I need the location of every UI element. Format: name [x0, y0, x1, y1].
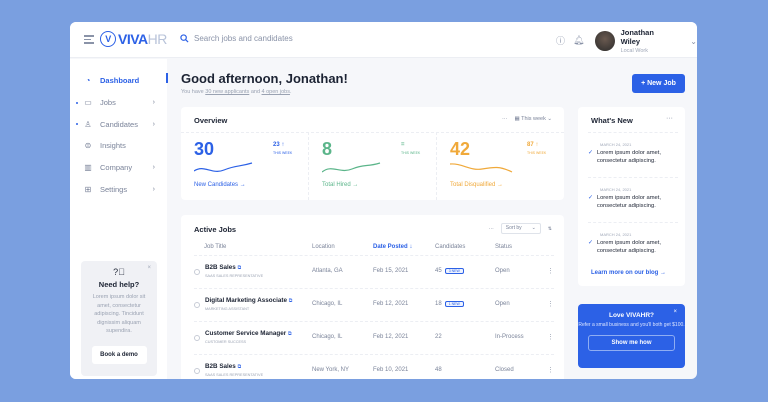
table-row[interactable]: Digital Marketing Associate ⧉ MARKETING … — [194, 288, 554, 321]
sliders-icon: ⊞ — [84, 184, 92, 194]
chevron-down-icon: ⌄ — [690, 36, 697, 46]
sidebar-item-insights[interactable]: ⊜ Insights — [84, 141, 126, 151]
page-subtitle: You have 30 new applicants and 4 open jo… — [181, 89, 292, 95]
applicants-link[interactable]: 30 new applicants — [205, 89, 250, 95]
col-candidates[interactable]: Candidates — [435, 244, 466, 250]
chevron-right-icon: › — [152, 185, 155, 193]
more-icon[interactable]: ··· — [666, 115, 673, 122]
sort-order-icon[interactable]: ⇅ — [547, 225, 552, 232]
table-row[interactable]: B2B Sales ⧉ SAAS SALES REPRESENTATIVE Ne… — [194, 354, 554, 379]
sidebar-item-jobs[interactable]: ▭ Jobs › — [76, 92, 163, 114]
kebab-icon[interactable]: ⋮ — [547, 301, 554, 308]
bell-icon[interactable]: 🔔︎ — [573, 35, 585, 45]
active-indicator — [166, 73, 168, 83]
more-icon[interactable]: ··· — [488, 225, 494, 232]
help-icon[interactable]: ⓘ — [556, 36, 566, 46]
active-jobs-card: Active Jobs ··· Sort by ⌄ ⇅ Job Title Locat… — [181, 215, 564, 379]
menu-icon[interactable] — [84, 35, 94, 46]
check-icon: ✓ — [588, 150, 593, 156]
show-me-how-button[interactable]: Show me how — [588, 334, 675, 351]
blog-link[interactable]: Learn more on our blog → — [591, 270, 667, 276]
kebab-icon[interactable]: ⋮ — [547, 367, 554, 374]
col-date-posted[interactable]: Date Posted ↓ — [373, 244, 413, 250]
news-item[interactable]: MARCH 24, 2021 ✓ Lorem ipsum dolor amet, c… — [588, 132, 678, 165]
sidebar: ◔ Dashboard ▭ Jobs › ♙ Candidates › ⊜ Insights… — [70, 59, 167, 379]
gauge-icon: ◔ — [85, 76, 91, 86]
table-row[interactable]: B2B Sales ⧉ SAAS SALES REPRESENTATIVE At… — [194, 255, 554, 288]
col-status[interactable]: Status — [495, 244, 513, 250]
row-radio[interactable] — [194, 335, 200, 341]
top-bar: V VIVA HR Search jobs and candidates ⓘ 🔔︎ J… — [70, 22, 697, 58]
row-radio[interactable] — [194, 302, 200, 308]
external-link-icon: ⧉ — [288, 298, 293, 304]
new-badge: 3 NEW — [444, 268, 464, 274]
new-candidates-link[interactable]: New Candidates → — [194, 182, 246, 188]
total-disqualified-link[interactable]: Total Disqualified → — [450, 182, 504, 188]
whats-new-card: What's New ··· MARCH 24, 2021 ✓ Lorem ipsu… — [578, 107, 685, 286]
sidebar-item-settings[interactable]: ⊞ Settings › — [84, 184, 155, 194]
close-icon[interactable]: × — [147, 265, 151, 271]
sparkline — [450, 163, 513, 173]
chevron-right-icon: › — [152, 164, 155, 172]
sparkline — [194, 162, 253, 172]
kebab-icon[interactable]: ⋮ — [547, 334, 554, 341]
stat-total-hired: 8 = THIS WEEK Total Hired → — [309, 132, 437, 200]
logo[interactable]: V VIVA HR — [100, 31, 167, 47]
col-job-title[interactable]: Job Title — [204, 244, 227, 250]
kebab-icon[interactable]: ⋮ — [547, 268, 554, 275]
referral-card: × Love VIVAHR? Refer a small business an… — [578, 304, 685, 368]
news-item[interactable]: MARCH 24, 2021 ✓ Lorem ipsum dolor amet, c… — [588, 177, 678, 210]
external-link-icon: ⧉ — [287, 331, 292, 337]
search-input[interactable]: Search jobs and candidates — [180, 34, 293, 43]
sidebar-item-candidates[interactable]: ♙ Candidates › — [76, 113, 163, 135]
open-jobs-link[interactable]: 4 open jobs — [261, 89, 290, 95]
new-job-button[interactable]: + New Job — [632, 74, 685, 93]
sidebar-item-dashboard[interactable]: ◔ Dashboard — [83, 70, 163, 92]
sidebar-item-company[interactable]: ▥ Company › — [84, 163, 155, 173]
building-icon: ▥ — [84, 163, 92, 173]
range-select[interactable]: ▦ This week ⌄ — [514, 116, 552, 122]
total-hired-link[interactable]: Total Hired → — [322, 182, 359, 188]
app-window: V VIVA HR Search jobs and candidates ⓘ 🔔︎ J… — [70, 22, 697, 379]
close-icon[interactable]: × — [673, 309, 677, 315]
chevron-right-icon: › — [152, 120, 155, 128]
sort-select[interactable]: Sort by ⌄ — [500, 223, 541, 234]
briefcase-icon: ▭ — [84, 98, 92, 108]
search-icon — [180, 34, 189, 43]
more-icon[interactable]: ··· — [501, 116, 508, 122]
new-badge: 1 NEW — [444, 301, 464, 307]
user-menu[interactable]: Jonathan Wiley Local Work ⌄ — [595, 28, 697, 54]
external-link-icon: ⧉ — [237, 364, 242, 370]
row-radio[interactable] — [194, 368, 200, 374]
help-card: × ?⃝ Need help? Lorem ipsum dolor sit am… — [81, 261, 157, 376]
external-link-icon: ⧉ — [237, 265, 242, 271]
check-icon: ✓ — [588, 240, 593, 246]
col-location[interactable]: Location — [312, 244, 335, 250]
avatar — [595, 31, 615, 51]
book-demo-button[interactable]: Book a demo — [91, 345, 147, 364]
user-check-icon: ♙ — [84, 119, 92, 129]
sparkline — [322, 162, 381, 173]
row-radio[interactable] — [194, 269, 200, 275]
check-icon: ✓ — [588, 195, 593, 201]
overview-card: Overview ··· ▦ This week ⌄ 30 23 ↑ THIS WE… — [181, 107, 564, 200]
stat-new-candidates: 30 23 ↑ THIS WEEK New Candidates → — [181, 132, 309, 200]
news-item[interactable]: MARCH 24, 2021 ✓ Lorem ipsum dolor amet, c… — [588, 222, 678, 255]
stat-total-disqualified: 42 87 ↑ THIS WEEK Total Disqualified → — [450, 139, 547, 188]
insights-icon: ⊜ — [84, 141, 92, 151]
table-row[interactable]: Customer Service Manager ⧉ CUSTOMER SUCC… — [194, 321, 554, 354]
chevron-right-icon: › — [152, 99, 155, 107]
question-icon: ?⃝ — [113, 267, 125, 277]
page-title: Good afternoon, Jonathan! — [181, 71, 348, 86]
